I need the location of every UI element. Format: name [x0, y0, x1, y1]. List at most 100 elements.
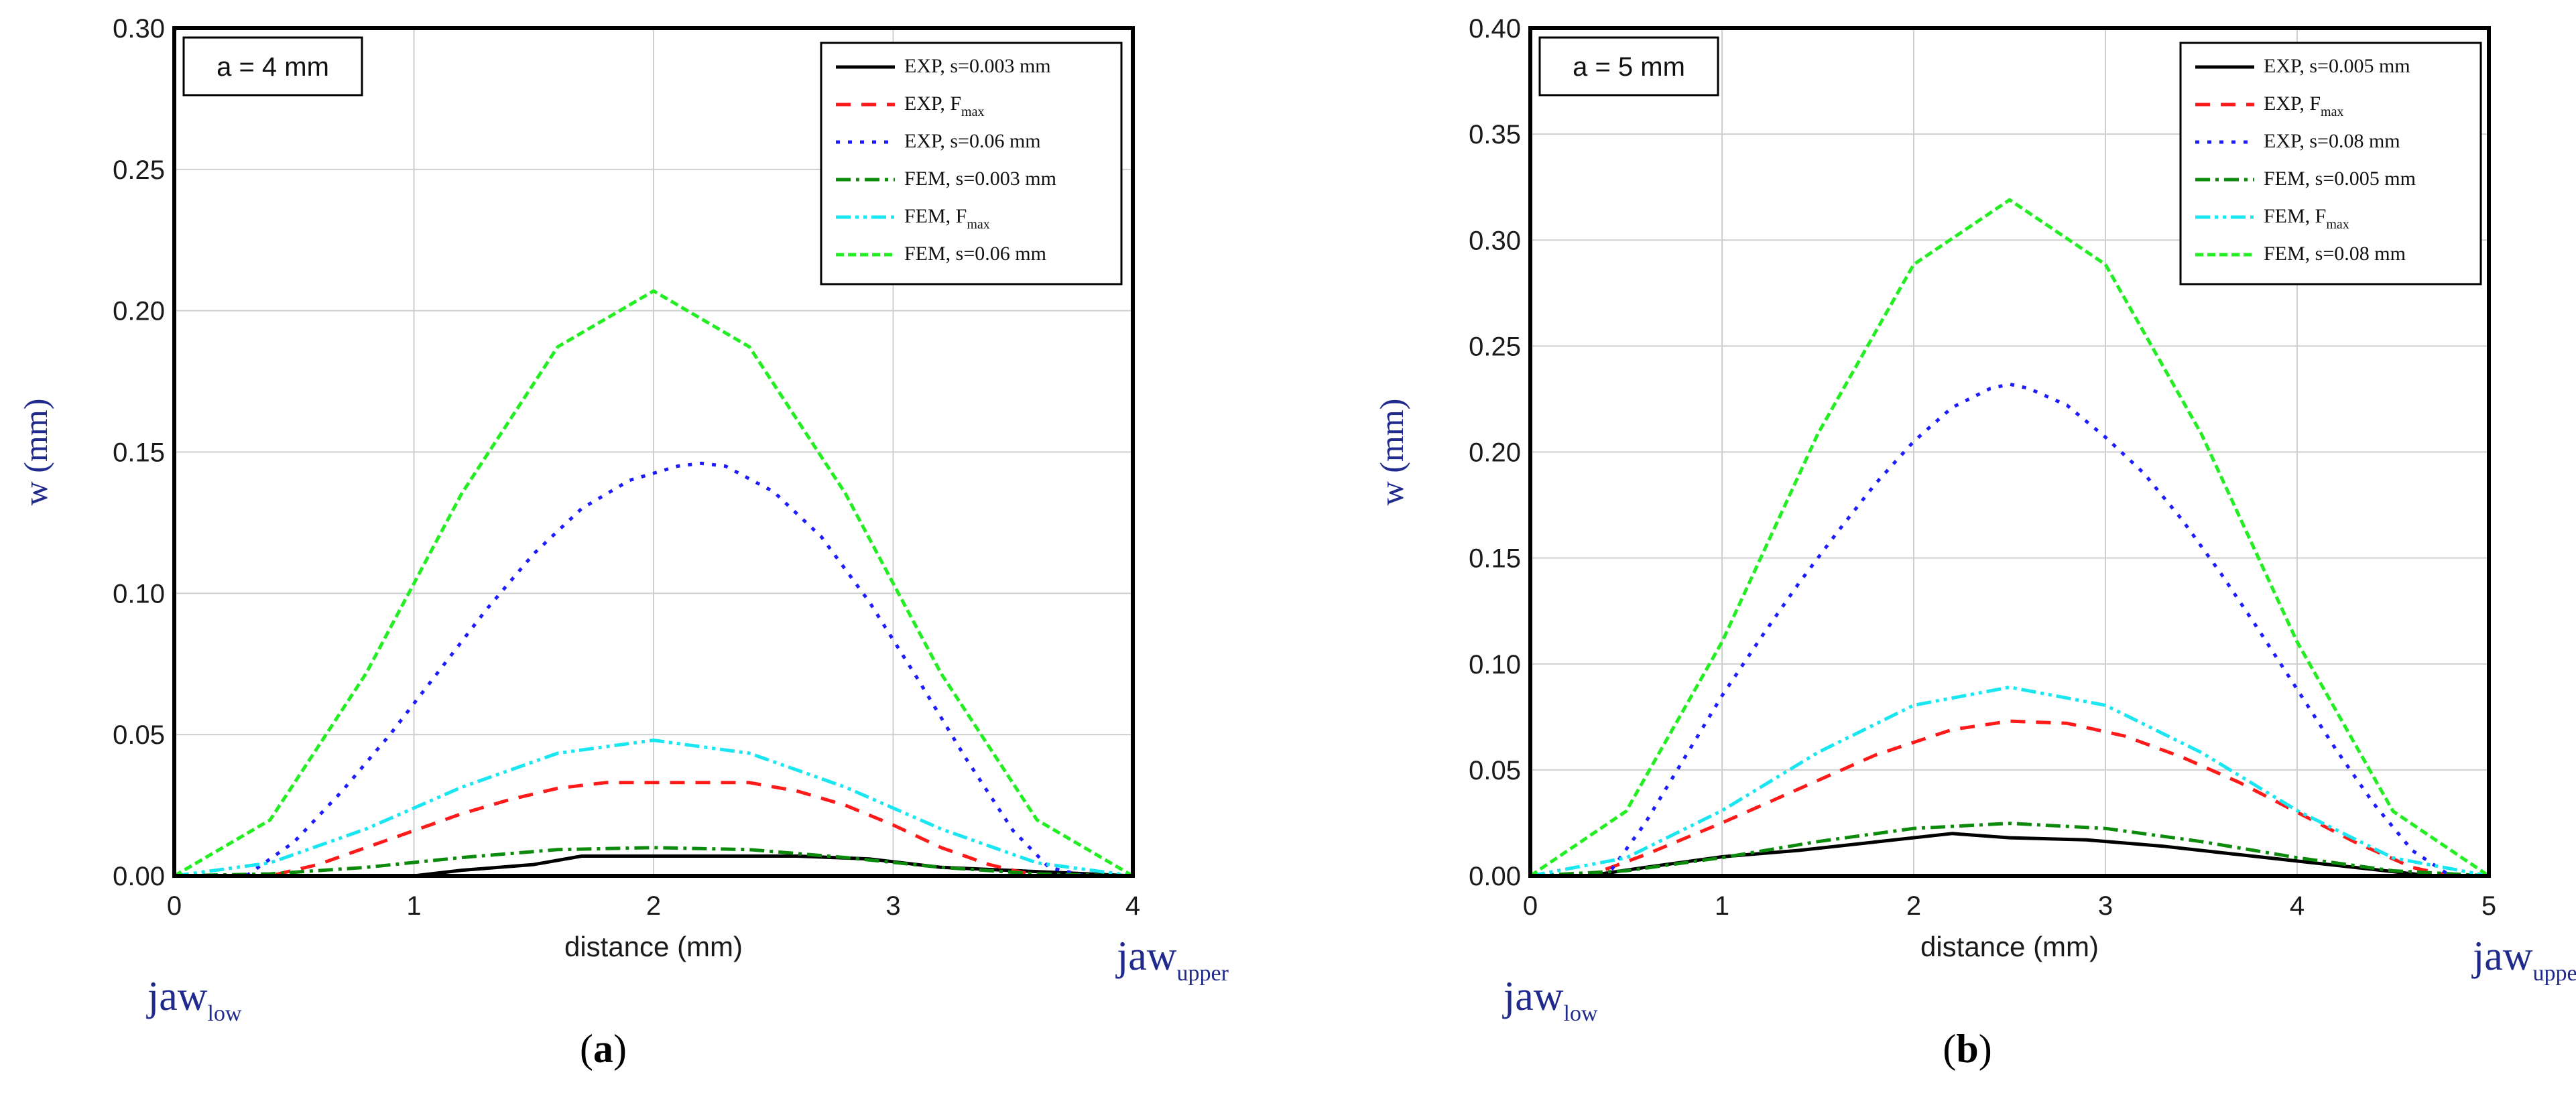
annotation-text: a = 4 mm — [217, 52, 329, 82]
legend-label-4: FEM, Fmax — [2264, 205, 2349, 232]
legend-label-sub: max — [2326, 217, 2349, 232]
series-line-1 — [1530, 719, 2489, 878]
y-tick-label: 0.00 — [1469, 862, 1521, 891]
legend-label-3: FEM, s=0.003 mm — [904, 168, 1056, 190]
y-tick-label: 0.05 — [113, 720, 165, 750]
annotation-box — [182, 36, 363, 97]
legend-label-main: FEM, F — [904, 205, 967, 227]
legend-label-5: FEM, s=0.08 mm — [2264, 243, 2406, 265]
chart-panel-b: 0.00 0.05 0.10 0.15 0.20 0.25 0.30 0.35 0.40 0 1 2 3… — [1373, 14, 2576, 1071]
caption-paren-open: ( — [580, 1027, 593, 1071]
series-line-0 — [174, 854, 1133, 878]
y-tick-label: 0.35 — [1469, 120, 1521, 149]
series-line-4 — [174, 738, 1133, 878]
caption-paren-close: ) — [1979, 1027, 1992, 1071]
legend-label-main: FEM, s=0.06 mm — [904, 243, 1046, 265]
legend-label-4: FEM, Fmax — [904, 205, 990, 232]
panel-caption: (b) — [1943, 1027, 1991, 1071]
jaw-upper-main: jaw — [2471, 934, 2533, 979]
caption-letter: a — [593, 1027, 613, 1071]
jaw-upper-sub: upper — [2533, 961, 2576, 986]
legend-box — [2179, 42, 2482, 285]
legend-label-main: EXP, F — [904, 92, 961, 115]
y-tick-label: 0.15 — [1469, 544, 1521, 574]
series-line-3 — [174, 846, 1133, 878]
legend-label-sub: max — [961, 105, 984, 119]
y-axis-label: w (mm) — [1373, 399, 1410, 506]
x-axis-label: distance (mm) — [1920, 931, 2099, 962]
x-tick-label: 1 — [1715, 891, 1729, 921]
legend-label-main: FEM, s=0.005 mm — [2264, 168, 2416, 190]
legend-label-sub: max — [2321, 105, 2343, 119]
jaw-low-sub: low — [1564, 1001, 1598, 1026]
legend-label-0: EXP, s=0.005 mm — [2264, 55, 2410, 77]
series-line-3 — [1530, 822, 2490, 878]
legend-label-main: EXP, F — [2264, 92, 2321, 115]
x-tick-label: 2 — [646, 891, 661, 921]
x-tick-label: 0 — [1523, 891, 1538, 921]
legend-label-1: EXP, Fmax — [904, 92, 984, 119]
x-tick-label: 5 — [2481, 891, 2496, 921]
y-tick-label: 0.25 — [1469, 332, 1521, 361]
y-tick-label: 0.30 — [113, 14, 165, 44]
jaw-upper-label: jawupper — [1115, 934, 1229, 986]
legend-label-sub: max — [967, 217, 989, 232]
axes-frame — [172, 26, 1135, 878]
legend-label-0: EXP, s=0.003 mm — [904, 55, 1051, 77]
legend-label-2: EXP, s=0.06 mm — [904, 130, 1041, 152]
series-line-1 — [174, 781, 1133, 878]
y-tick-label: 0.05 — [1469, 756, 1521, 785]
axes-frame — [1528, 26, 2491, 878]
legend-label-2: EXP, s=0.08 mm — [2264, 130, 2400, 152]
x-tick-label: 4 — [2290, 891, 2305, 921]
legend-label-1: EXP, Fmax — [2264, 92, 2343, 119]
legend-label-main: FEM, s=0.003 mm — [904, 168, 1056, 190]
jaw-low-main: jaw — [1502, 974, 1564, 1019]
jaw-low-label: jawlow — [146, 974, 242, 1026]
jaw-upper-label: jawupper — [2471, 934, 2576, 986]
legend-label-main: EXP, s=0.003 mm — [904, 55, 1051, 77]
series-line-4 — [1530, 686, 2490, 878]
y-tick-label: 0.20 — [1469, 438, 1521, 468]
legend-label-3: FEM, s=0.005 mm — [2264, 168, 2416, 190]
x-tick-label: 3 — [2098, 891, 2113, 921]
series-line-2 — [1530, 382, 2489, 878]
legend-label-main: FEM, s=0.08 mm — [2264, 243, 2406, 265]
legend-label-5: FEM, s=0.06 mm — [904, 243, 1046, 265]
caption-paren-close: ) — [613, 1027, 627, 1071]
jaw-low-label: jawlow — [1502, 974, 1598, 1026]
panel-caption: (a) — [580, 1027, 627, 1071]
series-line-2 — [174, 461, 1133, 878]
y-tick-label: 0.15 — [113, 438, 165, 468]
jaw-low-sub: low — [208, 1001, 242, 1026]
legend-label-main: EXP, s=0.08 mm — [2264, 130, 2400, 152]
annotation-box — [1538, 36, 1719, 97]
x-tick-label: 4 — [1125, 891, 1140, 921]
y-tick-label: 0.20 — [113, 297, 165, 326]
annotation-text: a = 5 mm — [1573, 52, 1685, 82]
y-tick-label: 0.10 — [113, 579, 165, 608]
series-line-5 — [1529, 198, 2490, 878]
jaw-low-main: jaw — [146, 974, 208, 1019]
y-tick-label: 0.00 — [113, 862, 165, 891]
x-tick-label: 1 — [406, 891, 421, 921]
caption-letter: b — [1956, 1027, 1978, 1071]
y-tick-label: 0.25 — [113, 155, 165, 185]
x-tick-label: 3 — [885, 891, 900, 921]
legend-label-main: EXP, s=0.005 mm — [2264, 55, 2410, 77]
jaw-upper-sub: upper — [1177, 961, 1229, 986]
x-tick-label: 0 — [167, 891, 182, 921]
x-axis-label: distance (mm) — [564, 931, 743, 962]
series-line-5 — [173, 289, 1134, 878]
caption-paren-open: ( — [1943, 1027, 1956, 1071]
y-tick-label: 0.30 — [1469, 226, 1521, 255]
chart-panel-a: 0.00 0.05 0.10 0.15 0.20 0.25 0.30 0 1 2 3 4 distanc… — [17, 14, 1229, 1071]
legend-label-main: EXP, s=0.06 mm — [904, 130, 1041, 152]
legend-box — [820, 42, 1123, 285]
y-tick-label: 0.10 — [1469, 650, 1521, 680]
legend-label-main: FEM, F — [2264, 205, 2326, 227]
y-tick-label: 0.40 — [1469, 14, 1521, 44]
